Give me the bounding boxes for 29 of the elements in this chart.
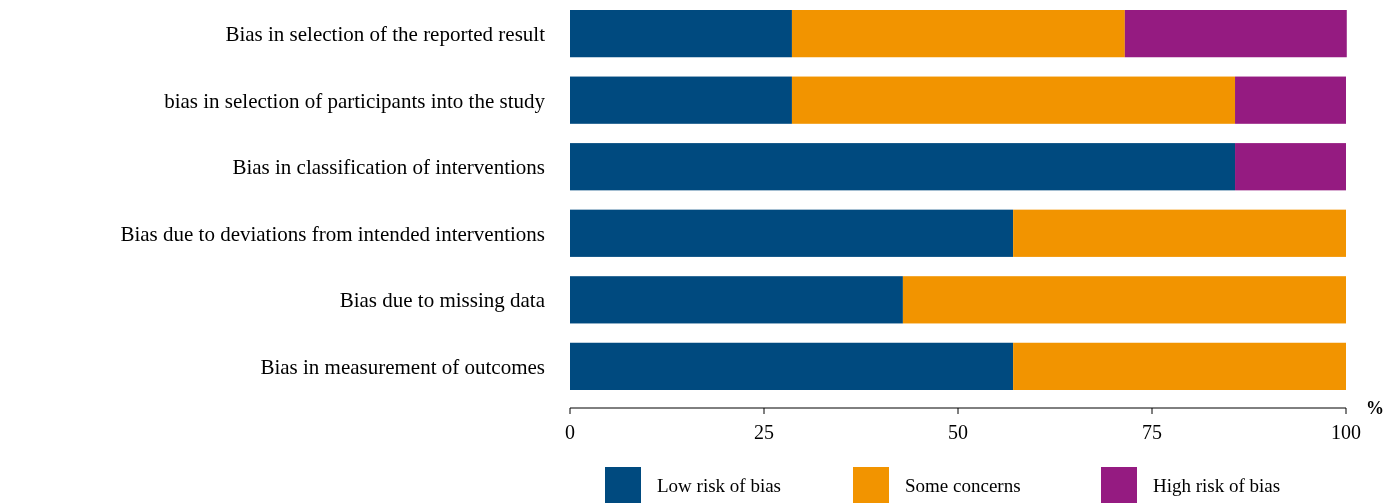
bar	[570, 143, 1236, 191]
bar	[1235, 143, 1346, 191]
bar	[1124, 10, 1347, 58]
x-tick-label: 0	[565, 421, 575, 443]
bar	[570, 10, 792, 58]
legend-label: Some concerns	[905, 474, 1021, 496]
bar	[791, 76, 1236, 124]
y-tick-label: Bias in measurement of outcomes	[260, 354, 545, 379]
bar	[1235, 76, 1346, 124]
bar	[570, 342, 1014, 390]
bar	[1013, 209, 1346, 257]
bar	[902, 276, 1346, 324]
x-axis-title: %	[1366, 398, 1384, 418]
y-tick-label: Bias due to missing data	[339, 288, 546, 313]
x-tick-label: 25	[754, 421, 774, 443]
bar	[791, 10, 1125, 58]
x-tick-label: 75	[1142, 421, 1162, 443]
x-tick-label: 50	[948, 421, 968, 443]
y-tick-label: Bias in selection of the reported result	[225, 21, 546, 46]
bar	[1013, 342, 1346, 390]
legend-label: Low risk of bias	[657, 474, 782, 496]
legend-label: High risk of bias	[1153, 474, 1281, 496]
y-tick-label: bias in selection of participants into the study	[164, 88, 546, 113]
y-tick-label: Bias due to deviations from intended interventions	[120, 221, 545, 246]
bar	[570, 276, 903, 324]
x-tick-label: 100	[1331, 421, 1361, 443]
bar	[570, 209, 1014, 257]
bar	[570, 76, 792, 124]
y-tick-label: Bias in classification of interventions	[232, 155, 545, 180]
